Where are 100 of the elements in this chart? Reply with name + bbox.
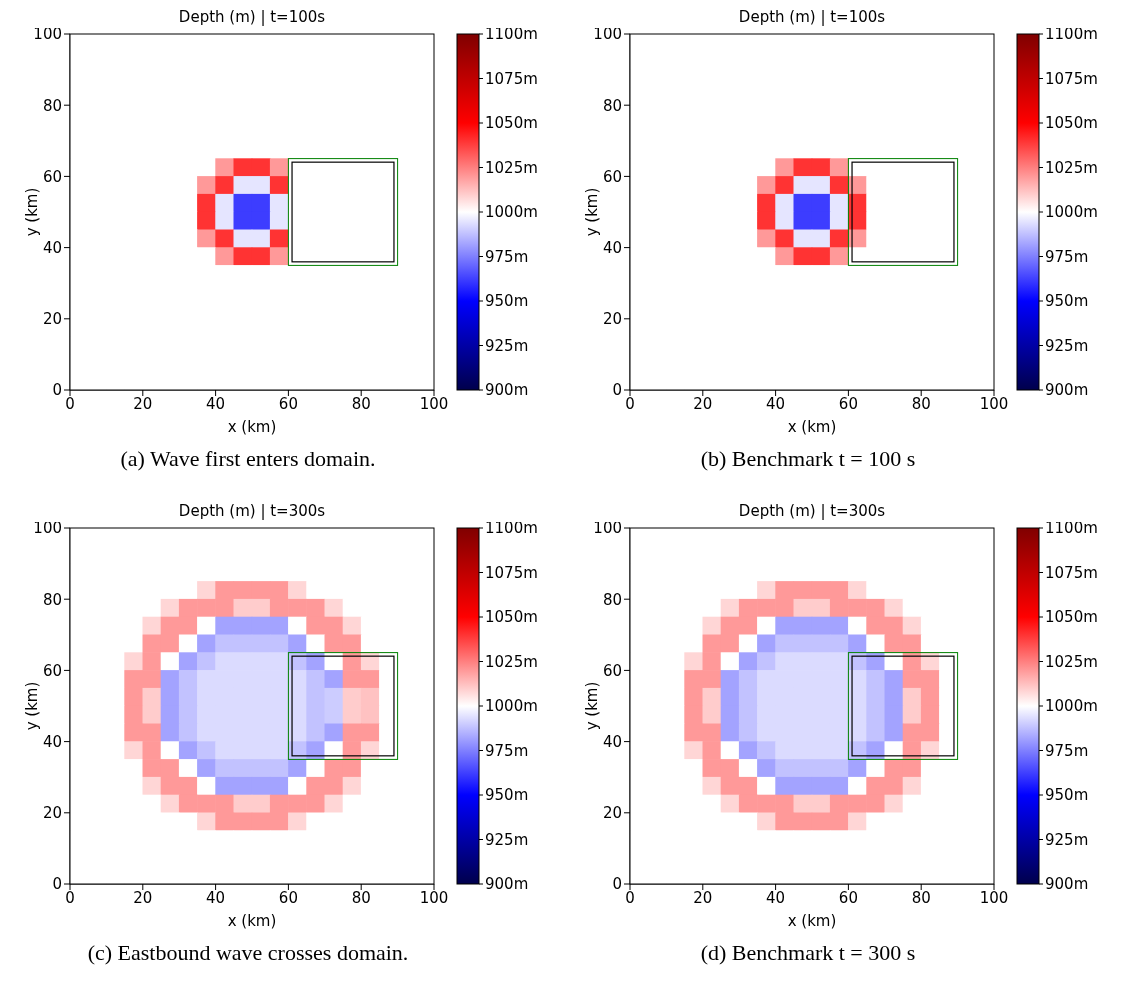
- x-tick-label: 40: [766, 394, 786, 413]
- x-tick-label: 0: [65, 394, 75, 413]
- color-bar-label: 950m: [1045, 292, 1089, 310]
- color-bar-label: 1025m: [1045, 652, 1098, 671]
- x-tick-label: 20: [133, 888, 153, 907]
- color-bar-label: 1100m: [485, 519, 538, 537]
- x-tick-label: 80: [911, 888, 931, 907]
- color-bar-label: 900m: [485, 381, 529, 399]
- y-axis-title: y (km): [23, 187, 42, 237]
- y-tick-label: 60: [42, 661, 62, 680]
- color-bar-label: 1000m: [1045, 203, 1098, 221]
- text: (d) Benchmark t = 300 s: [699, 940, 917, 966]
- color-bar-label: 1050m: [1045, 608, 1098, 626]
- color-bar-label: 1075m: [1045, 69, 1098, 88]
- color-bar-label: 1025m: [485, 158, 538, 177]
- y-tick-label: 40: [602, 732, 622, 751]
- y-tick-label: 100: [593, 519, 622, 538]
- color-bar-label: 1100m: [485, 25, 538, 43]
- x-tick-label: 100: [419, 394, 449, 413]
- x-tick-label: 100: [979, 394, 1009, 413]
- color-bar-label: 1025m: [1045, 158, 1098, 177]
- y-tick-label: 80: [42, 590, 62, 609]
- color-bar-label: 1000m: [485, 697, 538, 715]
- y-tick-label: 60: [602, 167, 622, 186]
- color-bar-label: 975m: [1045, 247, 1089, 266]
- color-bar-label: 950m: [485, 292, 529, 310]
- x-tick-label: 0: [625, 394, 635, 413]
- color-bar-label: 975m: [1045, 741, 1089, 760]
- y-axis-title: y (km): [583, 187, 602, 237]
- chart-title: Depth (m) | t=100s: [177, 8, 327, 28]
- color-bar-label: 1025m: [485, 652, 538, 671]
- color-bar-label: 975m: [485, 741, 529, 760]
- x-axis-title: x (km): [227, 418, 277, 436]
- y-tick-label: 80: [42, 96, 62, 115]
- x-tick-label: 40: [206, 888, 226, 907]
- color-bar-label: 1000m: [485, 203, 538, 221]
- y-tick-label: 80: [602, 590, 622, 609]
- color-bar-label: 1050m: [485, 608, 538, 626]
- y-tick-label: 40: [42, 238, 62, 257]
- y-axis-title: y (km): [583, 681, 602, 731]
- color-bar-label: 925m: [485, 336, 529, 355]
- x-tick-label: 20: [133, 394, 153, 413]
- x-tick-label: 80: [351, 394, 371, 413]
- y-tick-label: 20: [42, 310, 62, 329]
- text: (b) Benchmark t = 100 s: [699, 446, 917, 472]
- y-axis-title: y (km): [23, 681, 42, 731]
- y-tick-label: 80: [602, 96, 622, 115]
- y-tick-label: 20: [602, 310, 622, 329]
- x-tick-label: 80: [351, 888, 371, 907]
- color-bar-label: 950m: [1045, 786, 1089, 804]
- x-tick-label: 20: [693, 394, 713, 413]
- color-bar-label: 1050m: [485, 114, 538, 132]
- y-tick-label: 100: [33, 519, 62, 538]
- color-bar-label: 1075m: [1045, 563, 1098, 582]
- color-bar-label: 1050m: [1045, 114, 1098, 132]
- color-bar-label: 1100m: [1045, 519, 1098, 537]
- chart-title: Depth (m) | t=300s: [177, 502, 327, 522]
- text: (c) Eastbound wave crosses domain.: [86, 940, 410, 966]
- color-bar-label: 1000m: [1045, 697, 1098, 715]
- y-tick-label: 0: [52, 875, 62, 894]
- x-axis-title: x (km): [787, 418, 837, 436]
- y-tick-label: 20: [42, 804, 62, 823]
- x-tick-label: 60: [838, 394, 858, 413]
- chart-title: Depth (m) | t=100s: [737, 8, 887, 28]
- x-tick-label: 60: [838, 888, 858, 907]
- chart-title: Depth (m) | t=300s: [737, 502, 887, 522]
- x-tick-label: 20: [693, 888, 713, 907]
- x-tick-label: 40: [766, 888, 786, 907]
- color-bar-label: 950m: [485, 786, 529, 804]
- x-tick-label: 60: [278, 888, 298, 907]
- x-tick-label: 40: [206, 394, 226, 413]
- x-axis-title: x (km): [227, 912, 277, 930]
- color-bar-label: 900m: [485, 875, 529, 893]
- y-tick-label: 100: [593, 25, 622, 44]
- x-tick-label: 100: [419, 888, 449, 907]
- y-tick-label: 0: [52, 381, 62, 400]
- color-bar-label: 925m: [1045, 336, 1089, 355]
- color-bar-label: 1075m: [485, 69, 538, 88]
- y-tick-label: 40: [42, 732, 62, 751]
- y-tick-label: 20: [602, 804, 622, 823]
- y-tick-label: 60: [42, 167, 62, 186]
- color-bar-label: 1075m: [485, 563, 538, 582]
- y-tick-label: 0: [612, 875, 622, 894]
- color-bar-label: 900m: [1045, 381, 1089, 399]
- y-tick-label: 0: [612, 381, 622, 400]
- x-tick-label: 0: [65, 888, 75, 907]
- color-bar-label: 925m: [485, 830, 529, 849]
- y-tick-label: 40: [602, 238, 622, 257]
- color-bar-label: 925m: [1045, 830, 1089, 849]
- y-tick-label: 60: [602, 661, 622, 680]
- color-bar-label: 1100m: [1045, 25, 1098, 43]
- text: (a) Wave first enters domain.: [119, 446, 377, 472]
- y-tick-label: 100: [33, 25, 62, 44]
- x-tick-label: 60: [278, 394, 298, 413]
- x-tick-label: 100: [979, 888, 1009, 907]
- x-tick-label: 0: [625, 888, 635, 907]
- color-bar-label: 900m: [1045, 875, 1089, 893]
- x-axis-title: x (km): [787, 912, 837, 930]
- color-bar-label: 975m: [485, 247, 529, 266]
- x-tick-label: 80: [911, 394, 931, 413]
